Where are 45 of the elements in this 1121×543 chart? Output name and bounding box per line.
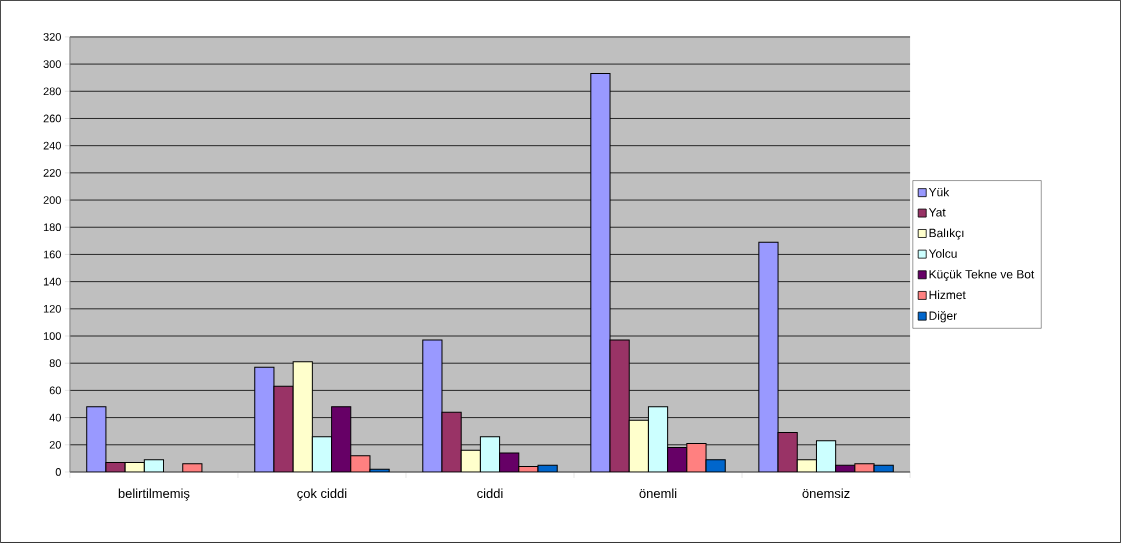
bar — [647, 406, 669, 473]
legend-label: Yat — [928, 208, 946, 217]
y-tick-label: 40 — [49, 413, 61, 422]
y-tick-label: 280 — [43, 87, 61, 96]
y-tick-label: 160 — [43, 250, 61, 259]
bar — [479, 436, 501, 473]
bar — [609, 339, 630, 473]
legend-label: Küçük Tekne ve Bot — [929, 269, 1035, 281]
bar — [254, 366, 275, 473]
x-tick-label: çok ciddi — [297, 488, 347, 501]
bar — [758, 241, 779, 473]
legend-label: Balıkçı — [929, 228, 964, 240]
bar — [628, 419, 649, 473]
y-tick-label: 0 — [55, 468, 61, 476]
x-tick-label: önemsiz — [802, 488, 850, 499]
x-tick-label: önemli — [639, 488, 677, 499]
y-tick-label: 260 — [43, 114, 61, 123]
bar — [273, 385, 294, 473]
y-tick-label: 120 — [43, 305, 61, 313]
legend-label: Diğer — [929, 311, 957, 323]
y-tick-label: 240 — [43, 141, 61, 150]
bar — [777, 432, 798, 473]
bar — [311, 436, 333, 473]
y-tick-label: 320 — [43, 33, 61, 41]
y-tick-label: 180 — [43, 223, 61, 232]
bar — [441, 411, 462, 473]
bar — [292, 361, 313, 473]
bar — [86, 406, 107, 473]
y-tick-label: 220 — [43, 169, 61, 177]
y-tick-label: 80 — [49, 359, 61, 368]
y-tick-label: 300 — [43, 60, 61, 69]
y-tick-label: 140 — [43, 277, 61, 286]
y-tick-label: 60 — [49, 386, 61, 395]
legend-label: Yolcu — [928, 249, 957, 258]
legend-label: Yük — [928, 187, 950, 197]
bar — [815, 440, 837, 473]
bar — [422, 339, 443, 473]
y-tick-label: 100 — [43, 332, 61, 340]
x-tick-label: belirtilmemiş — [118, 488, 190, 501]
legend-label: Hizmet — [929, 290, 966, 300]
x-tick-label: ciddi — [477, 488, 503, 499]
y-tick-label: 200 — [43, 196, 61, 204]
y-tick-label: 20 — [49, 440, 61, 449]
bar — [331, 406, 352, 473]
bar — [590, 73, 611, 473]
